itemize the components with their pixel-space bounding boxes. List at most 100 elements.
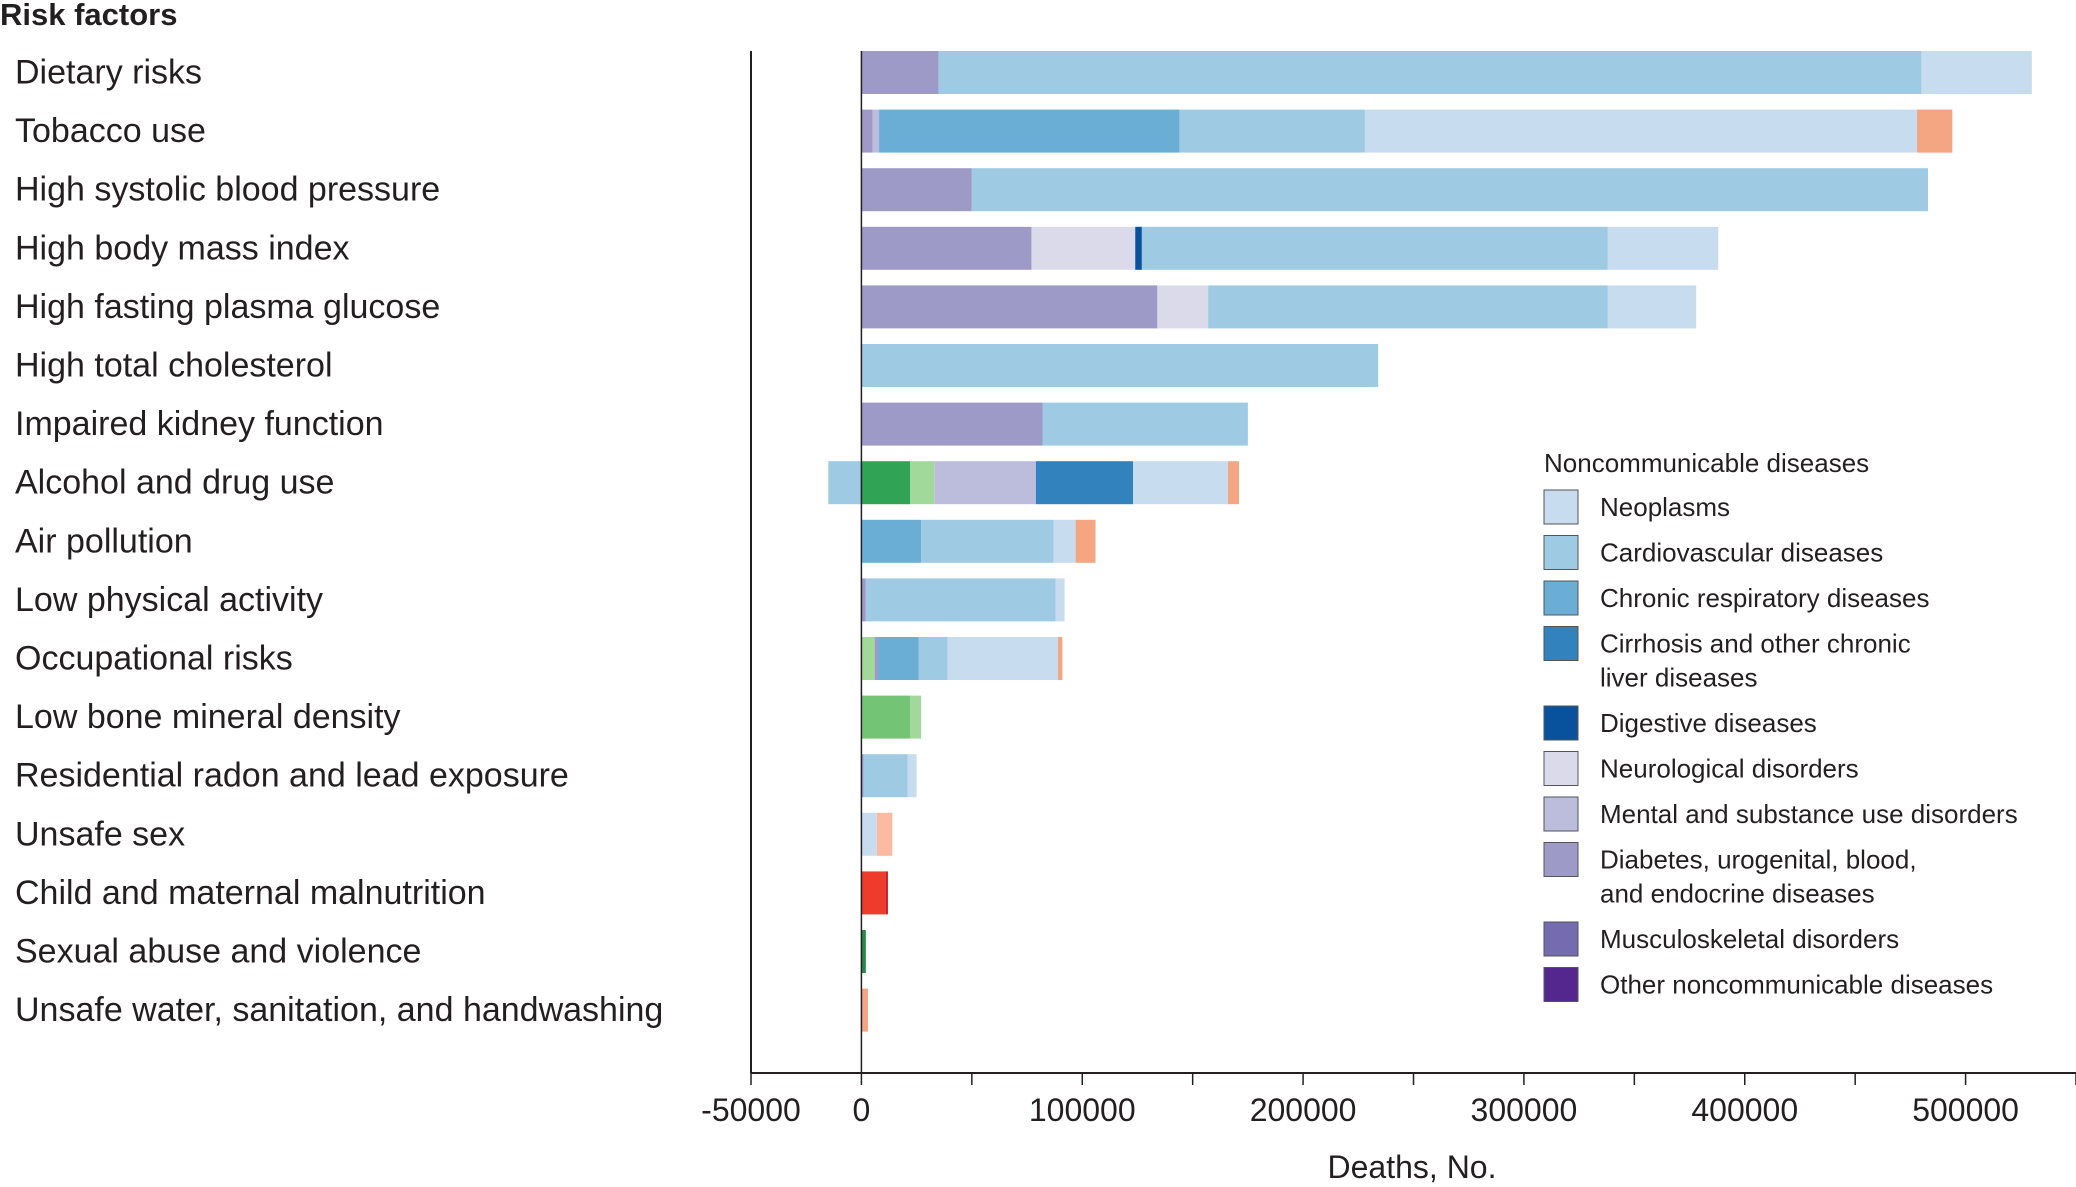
bar-segment — [872, 109, 880, 153]
bar-segment — [1035, 461, 1134, 505]
bar-segment — [1607, 226, 1719, 270]
bar-segment — [907, 754, 917, 798]
bar-segment — [861, 226, 1032, 270]
bar-segment — [1135, 226, 1142, 270]
x-tick-label: 400000 — [1691, 1092, 1798, 1128]
bar-segment — [879, 109, 1180, 153]
bar-segment — [861, 812, 877, 856]
legend-label: Diabetes, urogenital, blood, and endocrin… — [1600, 845, 1917, 909]
bar-segment — [910, 695, 922, 739]
x-tick-label: 300000 — [1471, 1092, 1578, 1128]
bar-segment — [938, 51, 1922, 94]
bar-segment — [1075, 519, 1096, 563]
x-axis-title: Deaths, No. — [1328, 1149, 1497, 1185]
bar-segment — [861, 344, 1379, 387]
bar-segment — [1208, 285, 1608, 329]
bar-segment — [971, 168, 1929, 212]
bar-segment — [1141, 226, 1608, 270]
bar-segment — [1364, 109, 1917, 153]
bar-segment — [861, 168, 972, 212]
bar-segment — [947, 637, 1058, 680]
legend-label: Cardiovascular diseases — [1600, 538, 1883, 568]
category-label: Residential radon and lead exposure — [15, 757, 569, 795]
legend-label: Neurological disorders — [1600, 754, 1859, 784]
legend-title: Noncommunicable diseases — [1544, 448, 1869, 478]
bar-segment — [861, 109, 873, 153]
x-tick-label: 100000 — [1029, 1092, 1136, 1128]
bar-segment — [865, 578, 1056, 622]
legend-swatch — [1543, 967, 1579, 1002]
bar-segment — [934, 461, 1036, 505]
legend-swatch — [1543, 580, 1579, 616]
x-tick-label: -50000 — [701, 1092, 801, 1128]
x-tick-label: 200000 — [1250, 1092, 1357, 1128]
legend-swatch — [1543, 626, 1579, 661]
legend-swatch — [1543, 535, 1579, 570]
bar-segment — [861, 285, 1158, 329]
legend-swatch — [1543, 705, 1579, 741]
category-label: High total cholesterol — [15, 347, 333, 385]
bar-segment — [1179, 109, 1365, 153]
bar-segment — [861, 578, 866, 622]
category-label: High fasting plasma glucose — [15, 288, 440, 326]
bar-segment — [861, 930, 866, 973]
legend-label: Chronic respiratory diseases — [1600, 583, 1929, 613]
category-label: Alcohol and drug use — [15, 464, 334, 502]
legend: Noncommunicable diseases Neoplasms Cardio… — [1543, 448, 2018, 1002]
legend-swatch — [1543, 921, 1579, 957]
legend-swatch — [1543, 796, 1579, 832]
bar-segment — [874, 637, 878, 680]
bar-segment — [910, 461, 935, 505]
category-label: Tobacco use — [15, 112, 206, 150]
category-label: Low physical activity — [15, 581, 323, 619]
category-label: Sexual abuse and violence — [15, 933, 421, 971]
bar-segment — [861, 871, 886, 915]
legend-label: Musculoskeletal disorders — [1600, 924, 1899, 954]
bar-segment — [861, 51, 939, 94]
bar-segment — [1917, 109, 1953, 153]
bar-segment — [861, 519, 922, 563]
category-label: Impaired kidney function — [15, 405, 384, 443]
bar-segment — [1157, 285, 1209, 329]
bars-group — [828, 51, 2032, 1032]
bar-segment — [877, 637, 919, 680]
legend-label: Mental and substance use disorders — [1600, 799, 2018, 829]
x-tick-label: 0 — [853, 1092, 871, 1128]
category-label: High systolic blood pressure — [15, 171, 440, 209]
bar-segment — [863, 754, 908, 798]
x-tick-label: 500000 — [1912, 1092, 2019, 1128]
chart-title: Risk factors — [0, 0, 177, 32]
category-label: High body mass index — [15, 229, 350, 267]
bar-segment — [885, 871, 888, 915]
category-label: Low bone mineral density — [15, 698, 401, 736]
legend-label: Cirrhosis and other chronic liver disease… — [1600, 629, 1911, 693]
category-label: Unsafe water, sanitation, and handwashin… — [15, 991, 663, 1029]
category-label: Dietary risks — [15, 54, 202, 92]
bar-segment — [1031, 226, 1136, 270]
category-labels: Dietary risks Tobacco use High systolic bl… — [15, 54, 663, 1030]
category-label: Unsafe sex — [15, 815, 185, 853]
legend-label: Other noncommunicable diseases — [1600, 970, 1993, 1000]
bar-segment — [921, 519, 1054, 563]
category-label: Air pollution — [15, 522, 193, 560]
bar-segment — [861, 754, 864, 798]
legend-label: Digestive diseases — [1600, 708, 1817, 738]
bar-segment — [1607, 285, 1697, 329]
category-label: Child and maternal malnutrition — [15, 874, 486, 912]
bar-segment — [828, 461, 862, 505]
bar-segment — [876, 812, 893, 856]
bar-segment — [861, 988, 869, 1032]
category-label: Occupational risks — [15, 640, 293, 678]
bar-segment — [1133, 461, 1228, 505]
bar-segment — [861, 461, 910, 505]
legend-swatch — [1543, 842, 1579, 877]
x-axis: -50000 0 100000 200000 300000 400000 500000 — [701, 51, 2076, 1128]
legend-swatch — [1543, 489, 1579, 525]
legend-swatch — [1543, 751, 1579, 786]
bar-segment — [861, 637, 875, 680]
bar-segment — [1921, 51, 2032, 94]
bar-segment — [1057, 637, 1063, 680]
bar-segment — [1228, 461, 1240, 505]
bar-segment — [1053, 519, 1076, 563]
